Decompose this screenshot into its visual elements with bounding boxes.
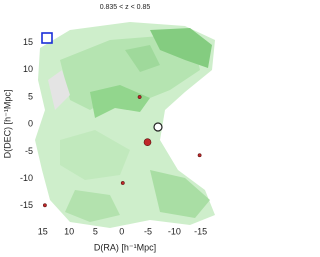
- point: [42, 203, 47, 208]
- y-tick-label: 15: [23, 37, 33, 47]
- x-axis-label: D(RA) [h⁻¹Mpc]: [94, 242, 156, 252]
- point: [143, 138, 152, 147]
- chart: 0.835 < z < 0.85 D(RA) [h⁻¹Mpc] D(DEC) […: [2, 4, 215, 252]
- x-tick-label: -5: [144, 226, 152, 236]
- x-tick-label: 15: [38, 226, 48, 236]
- y-tick-label: 5: [28, 91, 33, 101]
- x-tick-label: 5: [93, 226, 98, 236]
- y-tick-label: 10: [23, 64, 33, 74]
- point: [137, 95, 142, 99]
- chart-title: 0.835 < z < 0.85: [100, 4, 151, 11]
- y-axis-label: D(DEC) [h⁻¹Mpc]: [2, 90, 12, 159]
- marker-ring: [153, 122, 163, 132]
- y-tick-label: 0: [28, 119, 33, 129]
- point: [197, 153, 202, 158]
- y-tick-label: -10: [20, 173, 33, 183]
- point: [120, 181, 125, 185]
- x-tick-label: -10: [168, 226, 181, 236]
- y-tick-label: -15: [20, 200, 33, 210]
- x-tick-label: 0: [119, 226, 124, 236]
- x-tick-label: 10: [64, 226, 74, 236]
- y-tick-label: -5: [25, 146, 33, 156]
- x-tick-label: -15: [194, 226, 207, 236]
- marker-square: [41, 32, 53, 44]
- density-surface: [35, 22, 215, 228]
